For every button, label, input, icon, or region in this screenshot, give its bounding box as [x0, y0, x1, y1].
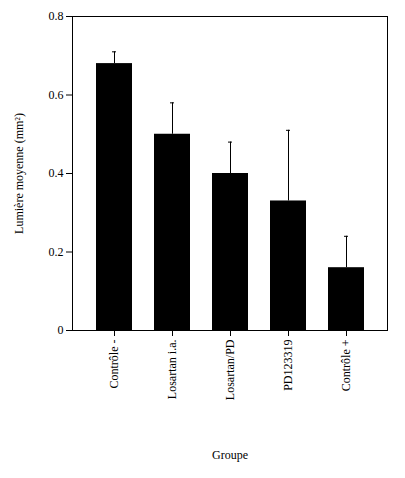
svg-text:0.6: 0.6 [49, 88, 64, 102]
svg-text:Losartan/PD: Losartan/PD [223, 339, 237, 400]
svg-text:0.4: 0.4 [49, 166, 64, 180]
svg-text:Lumière moyenne (mm²): Lumière moyenne (mm²) [12, 113, 26, 234]
svg-text:Groupe: Groupe [212, 448, 248, 462]
svg-text:0: 0 [58, 323, 64, 337]
svg-text:Contrôle -: Contrôle - [107, 340, 121, 389]
svg-text:PD123319: PD123319 [281, 340, 295, 391]
svg-text:0.2: 0.2 [49, 245, 64, 259]
svg-text:Losartan i.a.: Losartan i.a. [165, 340, 179, 400]
svg-text:Contrôle +: Contrôle + [339, 339, 353, 391]
svg-text:0.8: 0.8 [49, 9, 64, 23]
